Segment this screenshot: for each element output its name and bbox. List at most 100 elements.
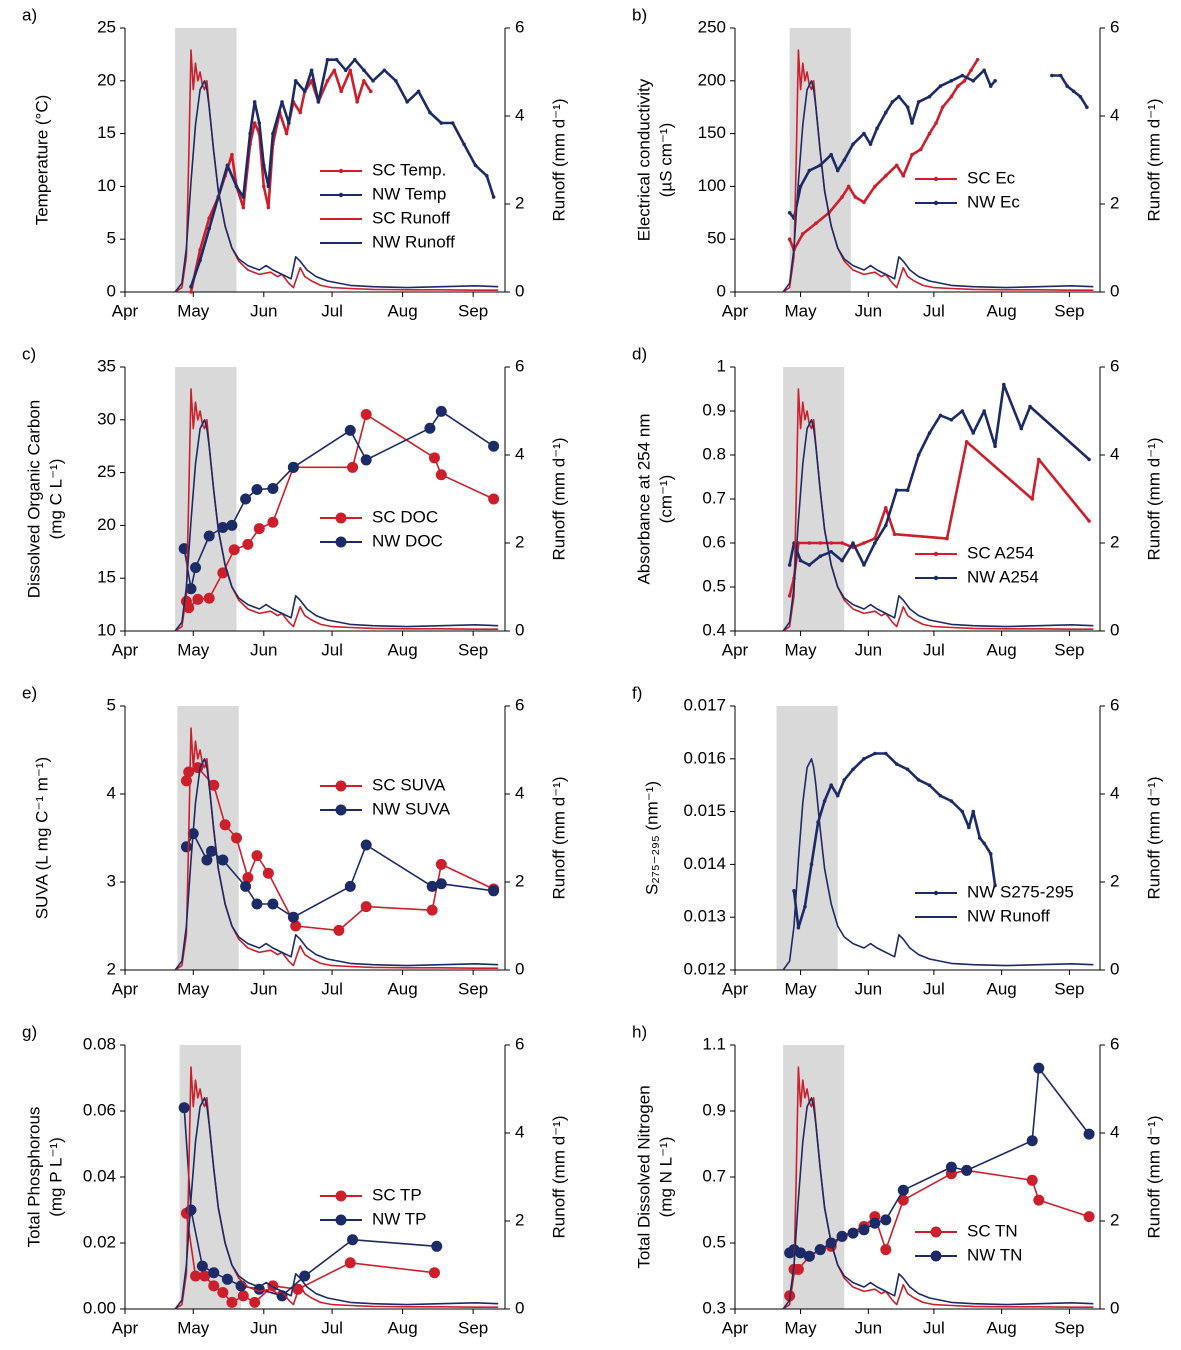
data-point (257, 121, 262, 125)
series-line (174, 419, 499, 632)
y-tick-label: 0.015 (683, 801, 726, 820)
data-point (207, 216, 211, 220)
x-tick-label: Apr (112, 640, 139, 659)
legend-label: NW TN (967, 1245, 1022, 1264)
y-axis-title: Absorbance at 254 nm (634, 413, 653, 584)
x-tick-label: May (177, 640, 210, 659)
data-point (347, 461, 359, 473)
legend-marker (335, 1190, 347, 1202)
data-point (836, 1230, 848, 1242)
data-point (253, 523, 265, 535)
data-point (183, 602, 195, 614)
x-tick-label: Jul (923, 1318, 945, 1337)
data-point (938, 413, 943, 418)
data-point (1087, 519, 1091, 523)
data-point (897, 94, 901, 99)
y-tick-label: 0.013 (683, 907, 726, 926)
data-point (298, 110, 303, 115)
data-point (234, 184, 239, 189)
data-point (217, 567, 229, 579)
data-point (1078, 94, 1083, 99)
data-point (180, 841, 192, 853)
y2-tick-label: 4 (1110, 105, 1119, 124)
y-tick-label: 20 (97, 70, 116, 89)
data-point (252, 100, 257, 104)
data-point (287, 911, 299, 923)
data-point (975, 57, 980, 62)
data-point (198, 247, 202, 252)
x-tick-label: Sep (458, 301, 488, 320)
x-tick-label: Aug (387, 301, 417, 320)
legend-label: SC Temp. (372, 160, 446, 179)
x-tick-label: Aug (987, 640, 1017, 659)
data-point (868, 142, 873, 146)
data-point (1087, 457, 1091, 462)
data-point (971, 431, 976, 435)
data-point (840, 195, 844, 199)
y2-tick-label: 4 (515, 444, 524, 463)
data-point (203, 530, 215, 542)
data-point (450, 121, 455, 125)
data-point (798, 558, 803, 563)
data-point (488, 885, 500, 897)
highlight-band (175, 28, 237, 292)
y2-tick-label: 6 (515, 17, 524, 36)
data-point (217, 1287, 229, 1298)
data-point (818, 541, 823, 545)
x-tick-label: Aug (987, 1318, 1017, 1337)
x-tick-label: Sep (458, 1318, 488, 1337)
data-point (1083, 1211, 1095, 1223)
x-tick-label: Sep (1054, 301, 1084, 320)
legend-marker (338, 192, 344, 198)
panel-label: g) (22, 1022, 37, 1041)
data-point (961, 1164, 973, 1176)
y2-tick-label: 0 (1110, 1298, 1119, 1317)
x-tick-label: Aug (387, 640, 417, 659)
legend-label: SC TN (967, 1221, 1018, 1240)
data-point (938, 84, 943, 88)
data-point (431, 1240, 443, 1252)
data-point (792, 889, 796, 893)
x-tick-label: Aug (987, 301, 1017, 320)
y-tick-label: 0.017 (683, 695, 726, 714)
data-point (235, 1280, 247, 1292)
y2-tick-label: 0 (1110, 620, 1119, 639)
y2-tick-label: 6 (1110, 356, 1119, 375)
legend-label: NW SUVA (372, 799, 451, 818)
data-point (208, 1267, 220, 1279)
data-point (240, 493, 252, 505)
highlight-band (177, 706, 239, 970)
y-tick-label: 25 (97, 462, 116, 481)
y2-tick-label: 4 (515, 105, 524, 124)
data-point (894, 762, 899, 766)
y-axis-title: Dissolved Organic Carbon (24, 400, 43, 598)
data-point (988, 84, 993, 88)
x-tick-label: Jun (855, 640, 882, 659)
data-point (344, 1257, 356, 1269)
data-point (982, 841, 986, 846)
highlight-band (776, 706, 838, 970)
y-axis-title: (mg N L⁻¹) (656, 1137, 675, 1218)
data-point (969, 68, 973, 73)
x-tick-label: Apr (722, 640, 749, 659)
data-point (266, 205, 271, 210)
data-point (829, 783, 833, 787)
legend-marker (933, 176, 939, 182)
series-line (782, 1066, 1094, 1310)
data-point (435, 405, 447, 417)
data-point (910, 121, 914, 125)
data-point (242, 872, 254, 884)
series-line (174, 1097, 499, 1310)
data-point (371, 79, 375, 83)
data-point (248, 131, 252, 136)
data-point (818, 554, 823, 558)
y-axis-title: Total Dissolved Nitrogen (634, 1085, 653, 1268)
data-point (251, 898, 263, 910)
y-tick-label: 35 (97, 356, 116, 375)
data-point (835, 168, 840, 173)
y2-tick-label: 4 (1110, 783, 1119, 802)
legend-marker (338, 168, 344, 174)
y-tick-label: 0.012 (683, 959, 726, 978)
data-point (862, 131, 866, 136)
data-point (435, 878, 447, 890)
